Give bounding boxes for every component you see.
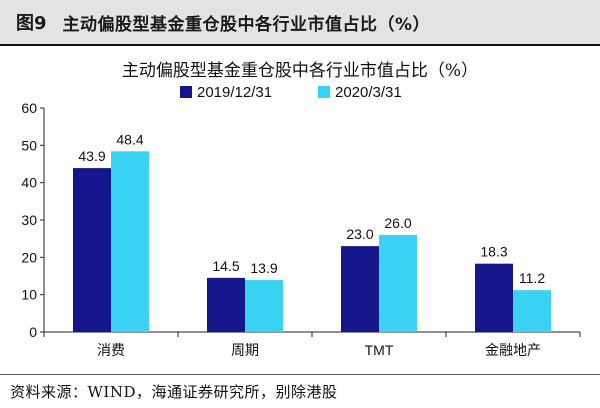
bar-0-3 <box>475 263 513 332</box>
data-label: 11.2 <box>519 270 545 286</box>
figure-header: 图9 主动偏股型基金重仓股中各行业市值占比（%） <box>0 0 600 46</box>
bar-0-1 <box>207 277 245 332</box>
bar-1-2 <box>379 234 417 332</box>
figure-label: 图9 <box>16 13 47 34</box>
data-label: 13.9 <box>250 260 277 276</box>
source-note: 资料来源：WIND，海通证券研究所，别除港股 <box>10 383 338 401</box>
bar-1-3 <box>513 290 551 332</box>
y-tick-label: 20 <box>21 249 37 265</box>
y-tick-label: 30 <box>21 212 37 228</box>
bar-0-0 <box>73 168 111 332</box>
bar-0-2 <box>341 246 379 332</box>
y-tick-label: 50 <box>21 137 37 153</box>
data-label: 43.9 <box>78 148 105 164</box>
chart-title: 主动偏股型基金重仓股中各行业市值占比（%） <box>122 61 478 81</box>
source-footer: 资料来源：WIND，海通证券研究所，别除港股 <box>0 374 600 408</box>
x-category-label: 周期 <box>231 343 259 359</box>
legend-label-0: 2019/12/31 <box>197 84 272 101</box>
y-tick-label: 0 <box>29 324 37 340</box>
chart-area: 主动偏股型基金重仓股中各行业市值占比（%） 2019/12/31 2020/3/31… <box>0 46 600 374</box>
data-label: 48.4 <box>116 131 143 147</box>
y-tick-label: 10 <box>21 287 37 303</box>
legend-swatch-1 <box>318 86 330 98</box>
bar-1-0 <box>111 151 149 332</box>
y-tick-label: 40 <box>21 175 37 191</box>
y-tick-label: 60 <box>21 100 37 116</box>
data-label: 26.0 <box>384 215 411 231</box>
data-label: 14.5 <box>212 258 239 274</box>
x-category-label: 消费 <box>97 343 125 359</box>
figure-title: 主动偏股型基金重仓股中各行业市值占比（%） <box>62 14 431 35</box>
x-category-label: 金融地产 <box>485 343 541 359</box>
x-category-label: TMT <box>365 342 394 358</box>
data-label: 23.0 <box>346 226 373 242</box>
data-label: 18.3 <box>480 244 507 260</box>
bar-chart: 主动偏股型基金重仓股中各行业市值占比（%） 2019/12/31 2020/3/31… <box>21 61 581 359</box>
legend-label-1: 2020/3/31 <box>335 84 402 101</box>
bar-1-1 <box>245 280 283 332</box>
legend-swatch-0 <box>180 86 192 98</box>
